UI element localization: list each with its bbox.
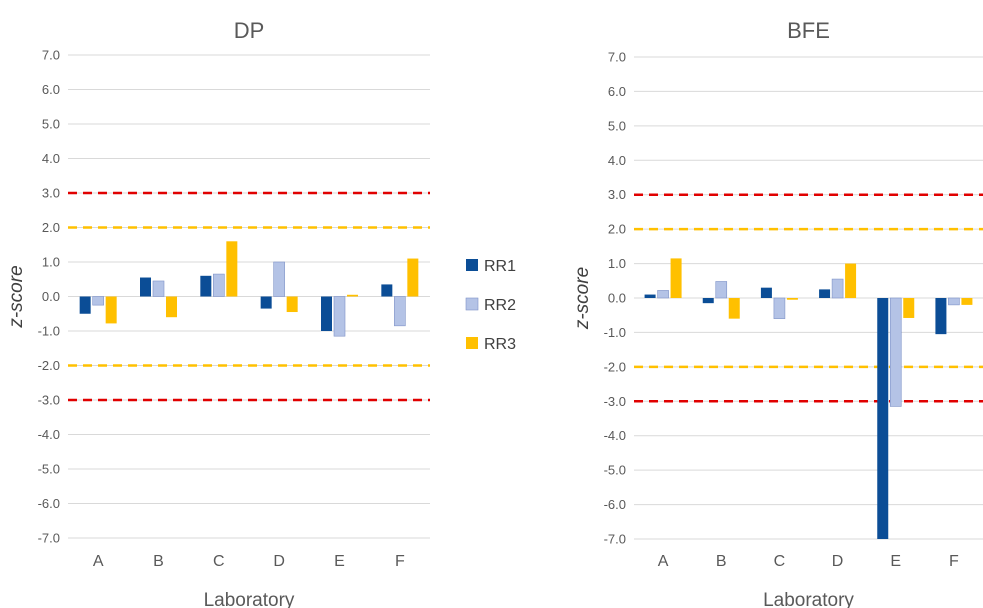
chart-panel-dp: 7.0 6.0 5.0 4.0 3.0 2.0 1.0 0.0 -1.0 -2.0 -3.0 -4.0… — [6, 18, 430, 608]
bar-rr1-d — [260, 296, 272, 309]
bar-rr3-d — [845, 263, 857, 298]
bar-rr1-e — [321, 296, 332, 331]
legend-swatch-rr2 — [465, 297, 479, 311]
y-tick-label: 0.0 — [42, 289, 60, 304]
y-tick-label: -2.0 — [38, 358, 60, 373]
bar-rr1-d — [819, 289, 831, 298]
bar-rr2-c — [773, 297, 786, 319]
bar-rr3-e — [347, 294, 358, 297]
bar-rr1-f — [381, 284, 393, 297]
bar-rr3-c — [786, 298, 798, 300]
bar-rr3-a — [670, 258, 682, 298]
bar-rr1-b — [140, 277, 151, 297]
y-tick-label: 3.0 — [608, 187, 626, 202]
y-tick-label: 6.0 — [608, 84, 626, 99]
chart-panel-bfe: 7.0 6.0 5.0 4.0 3.0 2.0 1.0 0.0 -1.0 -2.0 -3.0 -4.0… — [572, 18, 983, 608]
legend-label-rr3: RR3 — [484, 336, 516, 353]
x-tick-label: B — [153, 553, 164, 570]
bar-rr1-f — [935, 298, 947, 335]
x-axis-label: Laboratory — [763, 590, 854, 608]
bar-rr3-b — [728, 298, 740, 319]
bar-rr2-d — [273, 261, 285, 297]
y-tick-label: 7.0 — [608, 50, 626, 65]
bar-rr3-d — [286, 296, 298, 313]
bar-rr2-d — [831, 278, 844, 299]
y-tick-label: -4.0 — [38, 427, 60, 442]
y-tick-label: 4.0 — [608, 153, 626, 168]
y-tick-label: 1.0 — [608, 256, 626, 271]
bar-rr1-a — [644, 294, 656, 298]
y-tick-label: 5.0 — [42, 117, 60, 132]
y-tick-label: 4.0 — [42, 151, 60, 166]
x-tick-label: C — [213, 553, 225, 570]
x-tick-label: D — [273, 553, 285, 570]
bar-rr2-f — [394, 296, 406, 327]
x-axis-label: Laboratory — [204, 590, 295, 608]
bar-rr3-c — [226, 241, 238, 297]
bar-rr2-a — [657, 290, 669, 299]
y-tick-label: -5.0 — [38, 462, 60, 477]
bar-rr2-b — [715, 281, 728, 299]
bar-rr2-f — [948, 297, 960, 306]
y-axis-label: z-score — [572, 267, 593, 330]
y-tick-label: -3.0 — [604, 394, 626, 409]
bar-rr3-e — [903, 298, 915, 318]
chart-title: DP — [234, 18, 265, 43]
y-tick-label: -6.0 — [38, 496, 60, 511]
legend: RR1 RR2 RR3 — [465, 258, 516, 353]
y-tick-label: -6.0 — [604, 497, 626, 512]
y-tick-label: 1.0 — [42, 255, 60, 270]
y-tick-label: 6.0 — [42, 82, 60, 97]
legend-label-rr1: RR1 — [484, 258, 516, 275]
bar-rr3-b — [166, 296, 177, 318]
y-tick-label: 3.0 — [42, 186, 60, 201]
x-tick-label: F — [949, 553, 959, 570]
y-tick-label: 0.0 — [608, 291, 626, 306]
bar-rr2-c — [213, 273, 225, 297]
y-tick-label: 5.0 — [608, 118, 626, 133]
bar-rr2-b — [152, 280, 165, 297]
legend-label-rr2: RR2 — [484, 297, 516, 314]
y-axis-label: z-score — [6, 265, 27, 328]
y-tick-label: 2.0 — [608, 222, 626, 237]
y-tick-label: -7.0 — [604, 532, 626, 547]
bar-rr1-c — [760, 287, 772, 298]
bar-rr1-a — [79, 296, 91, 314]
x-tick-label: E — [334, 553, 345, 570]
bar-rr3-f — [407, 258, 419, 297]
x-tick-label: E — [890, 553, 901, 570]
chart-title: BFE — [787, 18, 830, 43]
bar-rr1-b — [702, 298, 714, 304]
y-tick-label: 7.0 — [42, 48, 60, 63]
bar-rr2-e — [333, 296, 346, 337]
legend-swatch-rr3 — [466, 337, 478, 349]
x-tick-label: F — [395, 553, 405, 570]
bar-rr3-a — [105, 296, 117, 324]
bar-rr1-c — [200, 275, 212, 297]
y-tick-label: -2.0 — [604, 359, 626, 374]
bar-rr1-e — [877, 298, 889, 539]
y-tick-label: 2.0 — [42, 220, 60, 235]
legend-swatch-rr1 — [466, 259, 478, 271]
bar-rr3-f — [961, 298, 973, 305]
x-tick-label: D — [832, 553, 844, 570]
y-tick-label: -1.0 — [38, 324, 60, 339]
x-tick-label: A — [658, 553, 669, 570]
x-tick-label: B — [716, 553, 727, 570]
bar-rr2-a — [92, 296, 104, 306]
x-tick-label: C — [774, 553, 786, 570]
y-tick-label: -4.0 — [604, 428, 626, 443]
y-tick-label: -3.0 — [38, 393, 60, 408]
y-tick-label: -7.0 — [38, 531, 60, 546]
y-tick-label: -5.0 — [604, 463, 626, 478]
bar-rr2-e — [889, 297, 902, 407]
x-tick-label: A — [93, 553, 104, 570]
y-tick-label: -1.0 — [604, 325, 626, 340]
